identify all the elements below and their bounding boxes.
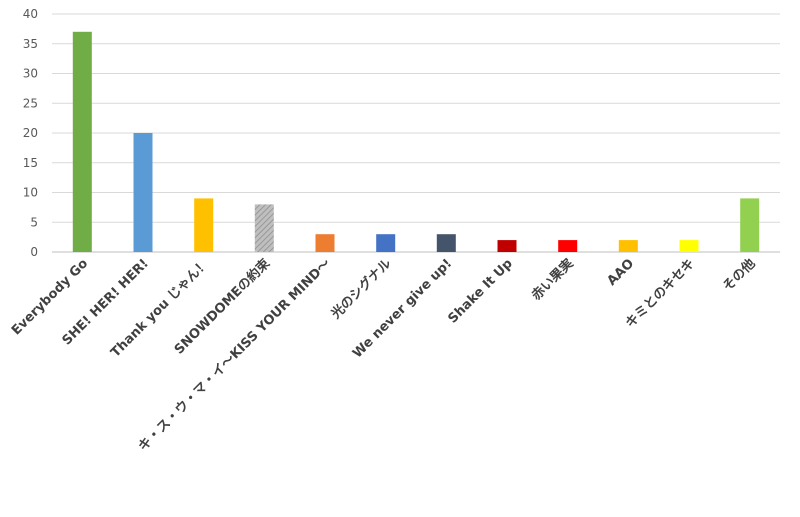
bar — [376, 234, 396, 252]
y-tick-label: 40 — [23, 7, 38, 21]
bar — [254, 204, 274, 252]
y-tick-label: 15 — [23, 156, 38, 170]
y-tick-label: 0 — [30, 245, 38, 259]
x-tick-label: 赤い果実 — [528, 256, 576, 304]
bar — [72, 31, 92, 252]
bar — [740, 198, 760, 252]
x-tick-label: 光のシグナル — [327, 256, 394, 323]
y-tick-label: 5 — [30, 215, 38, 229]
x-tick-label: Thank you じゃん！ — [108, 256, 212, 360]
bar — [315, 234, 335, 252]
y-axis-tick-labels: 0 5 10 15 20 25 30 35 40 — [23, 7, 38, 259]
bar — [194, 198, 214, 252]
bar — [558, 240, 578, 252]
x-tick-label: We never give up! — [350, 256, 455, 361]
y-tick-label: 20 — [23, 126, 38, 140]
x-tick-label: AAO — [605, 256, 638, 289]
bars — [72, 31, 760, 252]
bar — [497, 240, 517, 252]
y-tick-label: 10 — [23, 186, 38, 200]
bar — [133, 133, 153, 252]
x-tick-label: Shake It Up — [445, 256, 515, 326]
bar — [679, 240, 699, 252]
y-tick-label: 25 — [23, 96, 38, 110]
gridlines — [52, 13, 780, 253]
bar — [436, 234, 456, 252]
y-tick-label: 35 — [23, 37, 38, 51]
x-tick-label: その他 — [720, 256, 759, 295]
y-tick-label: 30 — [23, 67, 38, 81]
bar — [618, 240, 638, 252]
